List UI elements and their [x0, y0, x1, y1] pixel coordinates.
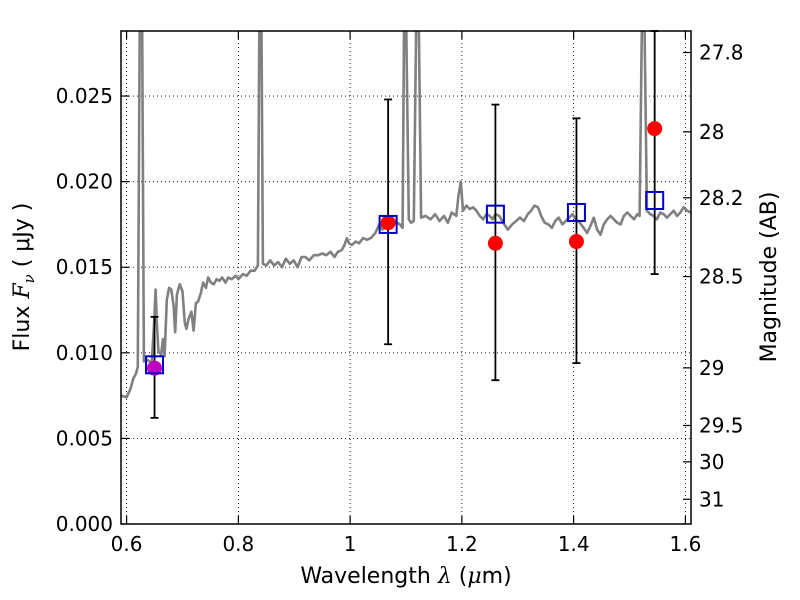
observed-point	[147, 360, 163, 376]
y2-tick-label: 27.8	[699, 41, 744, 65]
x-axis-label: Wavelength λ (μm)	[300, 564, 511, 589]
model-point	[485, 204, 505, 224]
axis-labels: Wavelength λ (μm) Flux Fν ( μJy ) Magnit…	[10, 192, 782, 589]
plot-frame	[120, 30, 692, 525]
y-tick-label: 0.000	[56, 512, 113, 536]
y-axis-label-unit: ( μJy )	[10, 203, 35, 275]
y2-tick-label: 31	[699, 487, 724, 511]
spectrum-line	[121, 31, 691, 399]
y2-tick-label: 28.2	[699, 186, 744, 210]
secondary-y-axis-label: Magnitude (AB)	[757, 192, 782, 363]
y-tick-label: 0.020	[56, 170, 113, 194]
x-axis-label-unit-mu: μ	[467, 564, 481, 589]
x-axis-label-symbol: λ	[437, 564, 452, 589]
spectrum-series	[121, 31, 691, 399]
x-axis-label-unit-open: (	[452, 564, 468, 589]
model-point	[645, 190, 665, 210]
y2-tick-label: 29.5	[699, 413, 744, 437]
x-tick-label: 1	[344, 532, 357, 556]
model-point	[566, 202, 586, 222]
y-tick-label: 0.005	[56, 426, 113, 450]
model-point	[378, 214, 398, 234]
y-axis-label-symbol: F	[10, 283, 35, 300]
y2-tick-label: 28.5	[699, 265, 744, 289]
x-tick-label: 0.6	[111, 532, 143, 556]
y-axis-label: Flux Fν ( μJy )	[10, 203, 38, 352]
x-tick-label: 1.2	[446, 532, 478, 556]
x-tick-label: 0.8	[222, 532, 254, 556]
y-tick-label: 0.025	[56, 84, 113, 108]
x-tick-label: 1.4	[558, 532, 590, 556]
observed-point	[487, 235, 503, 251]
y-axis-label-subscript: ν	[20, 274, 38, 283]
axes: 0.6 0.8 1 1.2 1.4 1.6 0.000 0.005 0.010 0.015 0.02…	[56, 30, 744, 556]
x-tick-label: 1.6	[670, 532, 702, 556]
data-points	[145, 121, 665, 376]
x-axis-label-unit-rest: m)	[482, 564, 512, 589]
observed-point	[568, 234, 584, 250]
x-axis-label-prefix: Wavelength	[300, 564, 438, 589]
y2-tick-label: 29	[699, 356, 724, 380]
y2-tick-label: 30	[699, 450, 724, 474]
observed-point	[380, 215, 396, 231]
y-tick-label: 0.015	[56, 255, 113, 279]
y-tick-label: 0.010	[56, 341, 113, 365]
y-axis-label-prefix: Flux	[10, 299, 35, 352]
model-point	[145, 355, 165, 375]
observed-point	[647, 121, 663, 137]
y2-tick-label: 28	[699, 120, 724, 144]
